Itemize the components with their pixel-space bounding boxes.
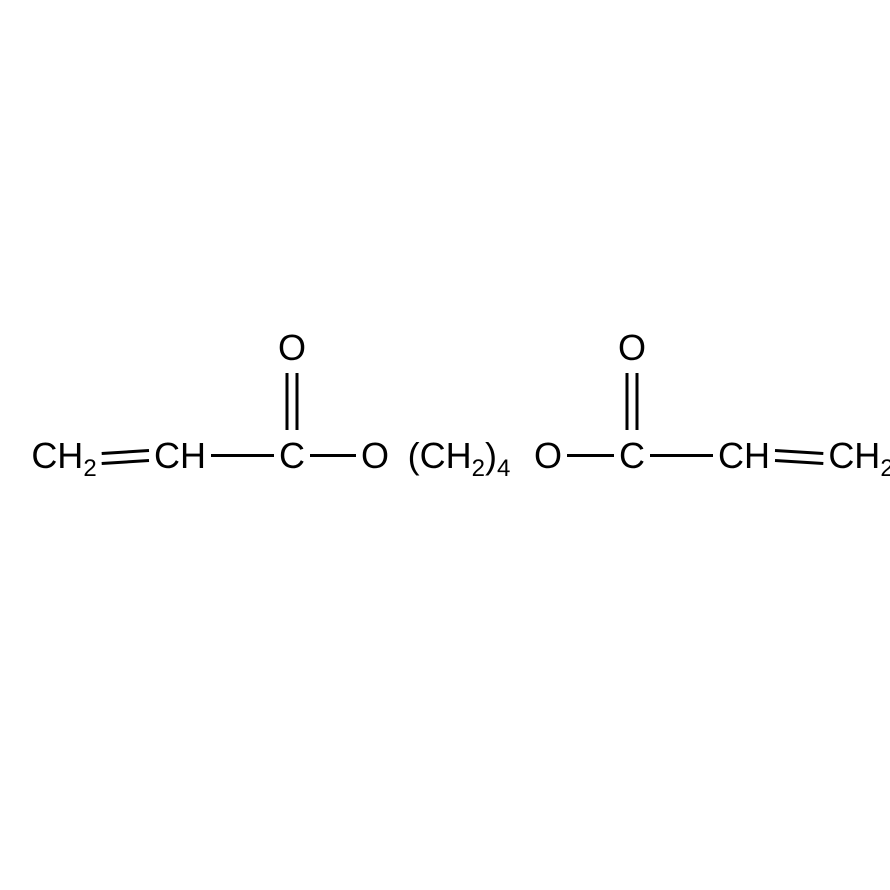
atom-R_O: O	[534, 435, 562, 476]
atom-R_CH: CH	[718, 435, 770, 476]
bond-L_CH2-L_CH	[102, 451, 149, 464]
atom-L_CH2: CH2	[31, 435, 96, 482]
atom-L_O_top: O	[278, 327, 306, 368]
atom-L_O: O	[361, 435, 389, 476]
atom-L_CH: CH	[154, 435, 206, 476]
chemical-structure: CH2 CH C O O (CH2)4 O C O CH CH2	[0, 0, 890, 890]
atom-R_CH2: CH2	[828, 435, 890, 482]
atom-R_C: C	[619, 435, 645, 476]
bond-R_CH-R_CH2	[775, 451, 823, 464]
atom-R_O_top: O	[618, 327, 646, 368]
atom-L_C: C	[279, 435, 305, 476]
bond-L_C-L_O_top	[287, 373, 297, 430]
atom-MID: (CH2)4	[408, 435, 511, 482]
bond-R_C-R_O_top	[627, 373, 637, 430]
